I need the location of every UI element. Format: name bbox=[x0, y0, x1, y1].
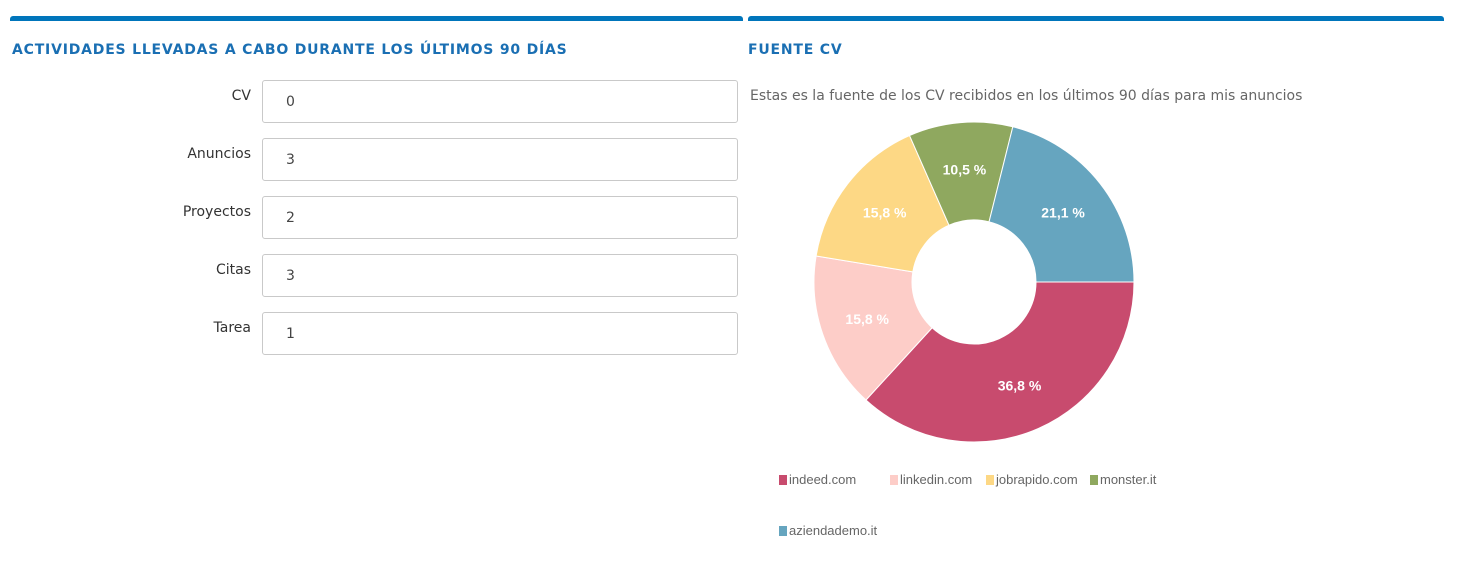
cv-source-panel-header-bar bbox=[748, 16, 1444, 21]
legend-label-linkedin: linkedin.com bbox=[900, 472, 973, 487]
field-row-proyectos: Proyectos bbox=[10, 196, 738, 239]
tarea-label: Tarea bbox=[213, 320, 251, 336]
cv-source-donut-chart: 36,8 % 15,8 % 15,8 % 10,5 % 21,1 % bbox=[813, 121, 1135, 443]
legend-label-aziendademo: aziendademo.it bbox=[789, 523, 878, 538]
activities-title: ACTIVIDADES LLEVADAS A CABO DURANTE LOS … bbox=[12, 42, 568, 58]
donut-slice-linkedin[interactable] bbox=[813, 255, 933, 401]
activities-panel: ACTIVIDADES LLEVADAS A CABO DURANTE LOS … bbox=[10, 16, 743, 566]
anuncios-label: Anuncios bbox=[187, 146, 251, 162]
cv-source-title: FUENTE CV bbox=[748, 42, 843, 58]
donut-label-indeed: 36,8 % bbox=[998, 377, 1042, 393]
cv-count-input[interactable] bbox=[262, 80, 738, 123]
donut-label-aziendademo: 21,1 % bbox=[1041, 204, 1085, 220]
tarea-count-input[interactable] bbox=[262, 312, 738, 355]
field-row-anuncios: Anuncios bbox=[10, 138, 738, 181]
donut-label-linkedin: 15,8 % bbox=[845, 311, 889, 327]
legend-swatch-indeed bbox=[779, 475, 787, 485]
cv-source-description: Estas es la fuente de los CV recibidos e… bbox=[750, 88, 1303, 104]
donut-slice-jobrapido[interactable] bbox=[815, 134, 950, 273]
legend-label-jobrapido: jobrapido.com bbox=[996, 472, 1078, 487]
donut-slice-aziendademo[interactable] bbox=[988, 126, 1135, 283]
cv-label: CV bbox=[231, 88, 251, 104]
activities-panel-header-bar bbox=[10, 16, 743, 21]
proyectos-label: Proyectos bbox=[182, 204, 251, 220]
legend-swatch-aziendademo bbox=[779, 526, 787, 536]
legend-swatch-monster bbox=[1090, 475, 1098, 485]
anuncios-count-input[interactable] bbox=[262, 138, 738, 181]
citas-label: Citas bbox=[215, 262, 251, 278]
legend-label-indeed: indeed.com bbox=[789, 472, 857, 487]
legend-swatch-jobrapido bbox=[986, 475, 994, 485]
legend-label-monster: monster.it bbox=[1100, 472, 1157, 487]
cv-source-panel: FUENTE CV Estas es la fuente de los CV r… bbox=[748, 16, 1444, 566]
donut-label-monster: 10,5 % bbox=[943, 161, 987, 177]
field-row-citas: Citas bbox=[10, 254, 738, 297]
field-row-tarea: Tarea bbox=[10, 312, 738, 355]
field-row-cv: CV bbox=[10, 80, 738, 123]
donut-slice-indeed[interactable] bbox=[865, 281, 1135, 443]
legend-swatch-linkedin bbox=[890, 475, 898, 485]
proyectos-count-input[interactable] bbox=[262, 196, 738, 239]
donut-label-jobrapido: 15,8 % bbox=[863, 205, 907, 221]
citas-count-input[interactable] bbox=[262, 254, 738, 297]
